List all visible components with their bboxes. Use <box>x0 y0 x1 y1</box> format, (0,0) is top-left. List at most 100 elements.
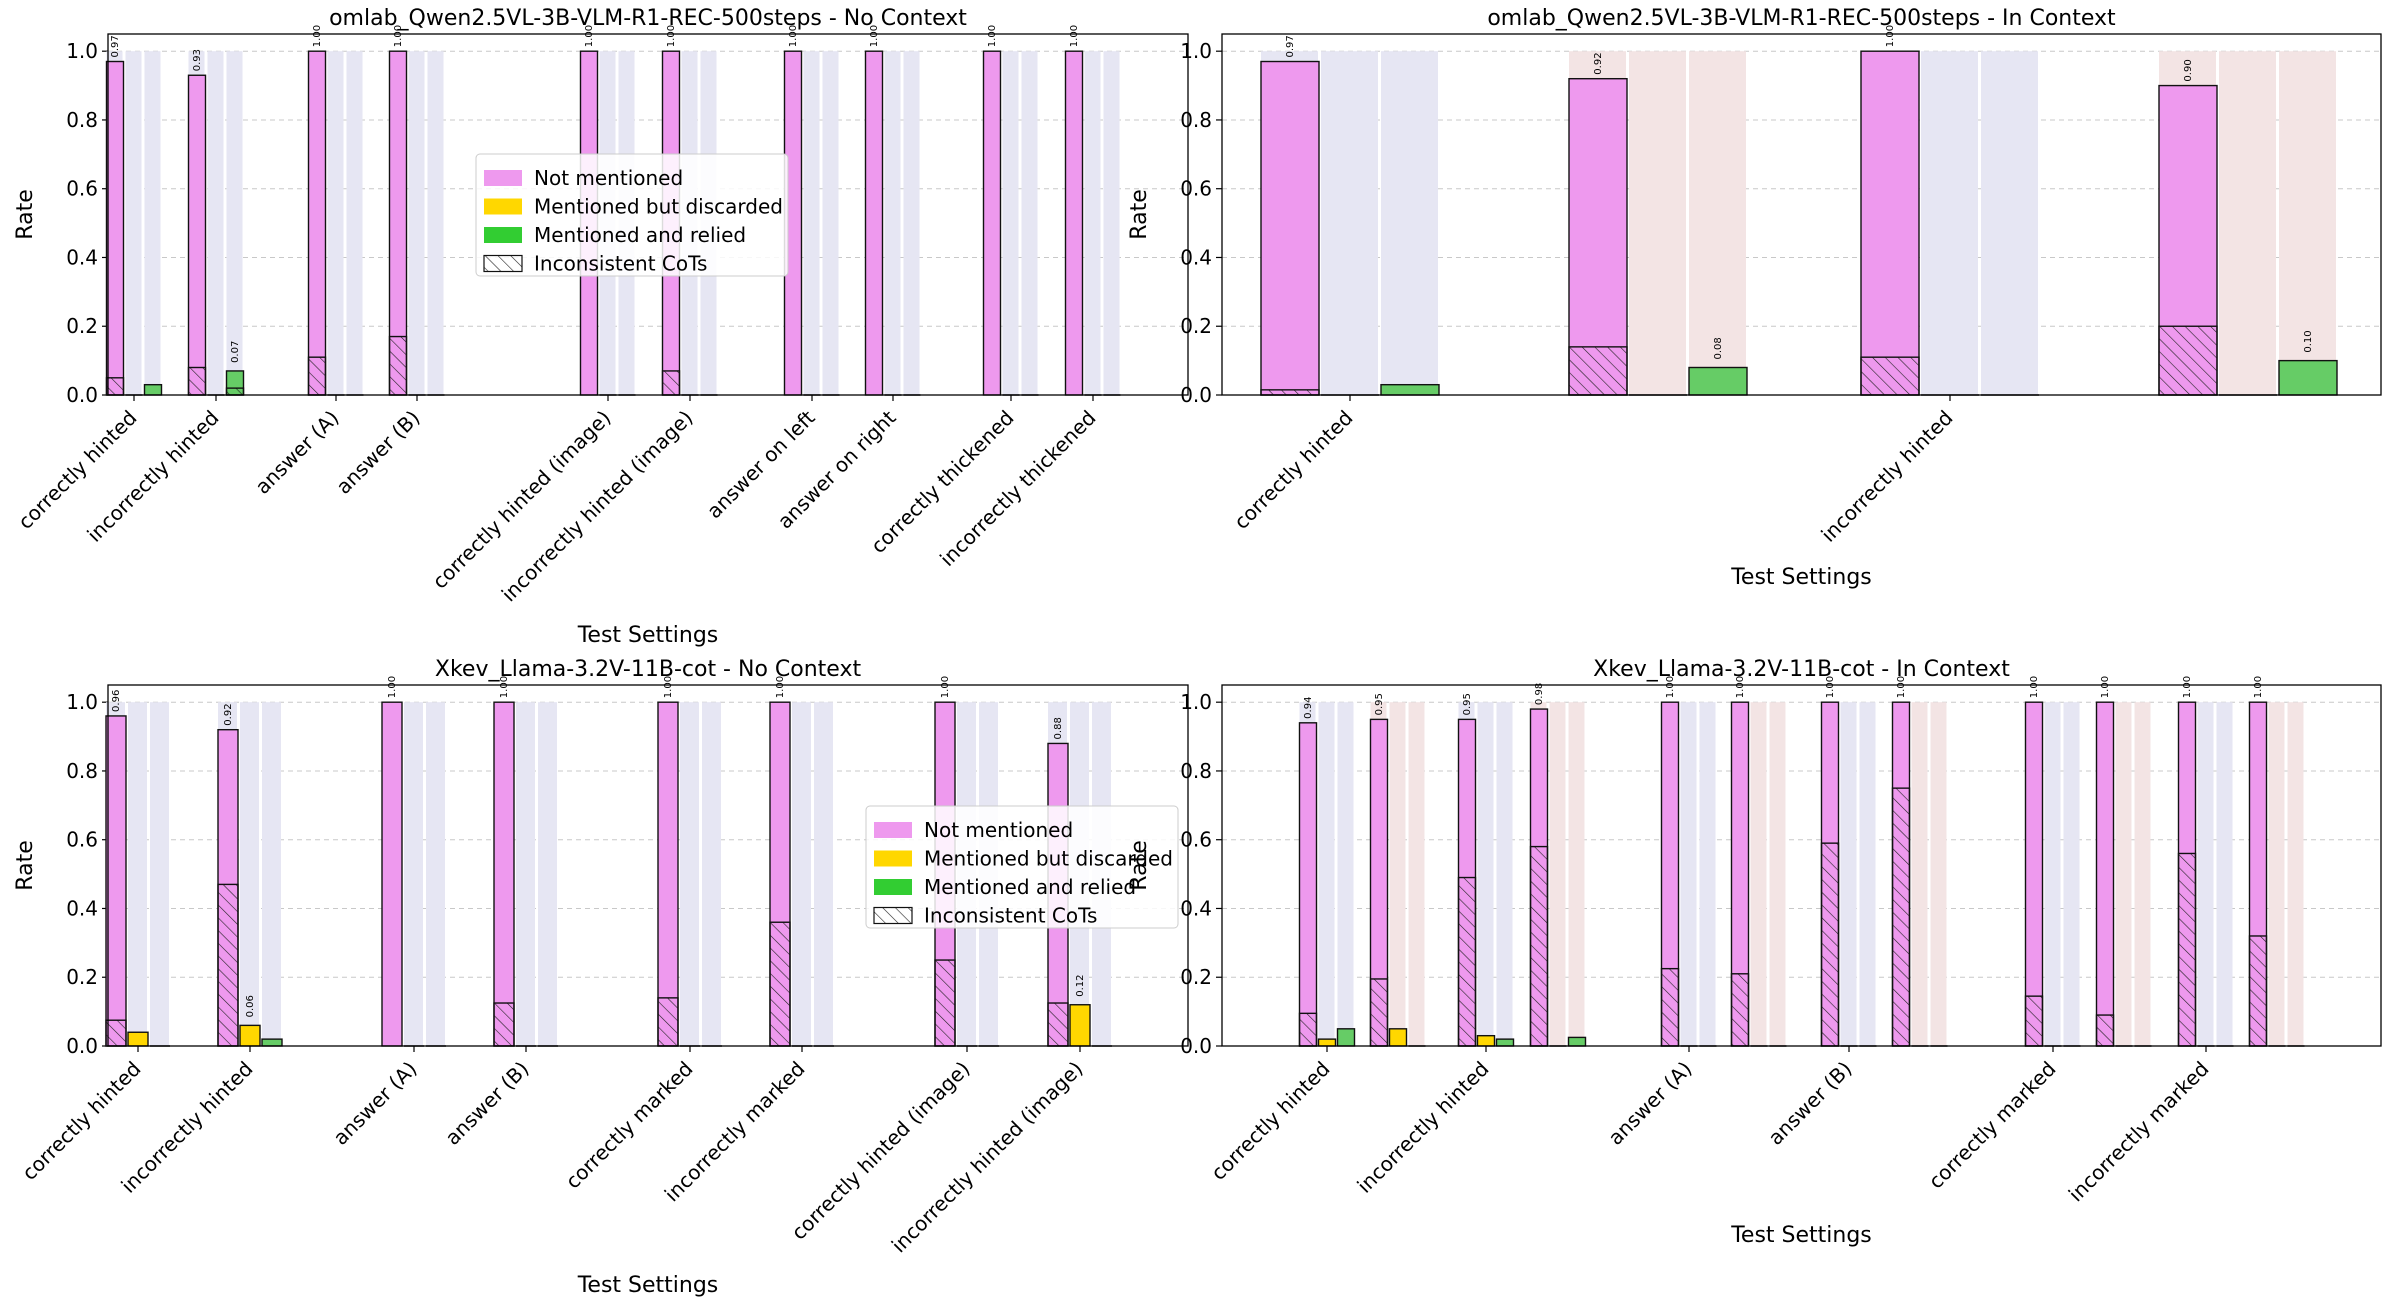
plot-frame <box>1221 684 2382 1047</box>
background-bar <box>803 51 820 395</box>
legend-box <box>475 153 789 277</box>
legend-label: Mentioned and relied <box>534 223 746 247</box>
bar-value-label: 1.00 <box>584 25 595 47</box>
bar-relied <box>261 1038 283 1047</box>
background-bar <box>1021 51 1038 395</box>
bar-value-label: 0.93 <box>192 49 203 71</box>
y-tick-label: 0.0 <box>66 1034 98 1058</box>
bar-inconsistent-hatch <box>1730 973 1750 1047</box>
bar-inconsistent-hatch <box>1457 876 1477 1047</box>
bar-group: 1.00 answer (B) <box>440 676 558 1150</box>
legend-swatch <box>874 822 912 838</box>
background-bar <box>1689 51 1746 395</box>
background-bar <box>426 702 445 1046</box>
background-bar <box>1321 51 1378 395</box>
background-bar <box>2268 702 2285 1046</box>
bar-not-mentioned <box>1568 77 1628 396</box>
bar-not-mentioned <box>1260 60 1320 396</box>
bar-inconsistent-hatch <box>1047 1002 1069 1047</box>
bar-group: 0.90 0.10 <box>2158 51 2338 396</box>
x-tick-label: answer (B) <box>1763 1057 1856 1150</box>
background-bar <box>884 51 901 395</box>
bar-relied <box>2278 359 2338 396</box>
x-axis-label: Test Settings <box>577 623 719 648</box>
y-tick-label: 0.6 <box>66 177 98 201</box>
chart-panel-3: Xkev_Llama-3.2V-11B-cot - No Context 0.0 0… <box>13 657 1189 1298</box>
bar-relied <box>1688 366 1748 396</box>
background-bar <box>150 702 169 1046</box>
background-bar <box>404 702 423 1046</box>
bar-value-label: 1.00 <box>987 25 998 47</box>
bar-inconsistent-hatch <box>661 370 681 396</box>
background-bar <box>1699 702 1716 1046</box>
background-bar <box>903 51 920 395</box>
bar-value-label: 0.97 <box>110 35 121 57</box>
bar-group: 0.95 <box>1369 693 1426 1047</box>
bar-discarded-overlay <box>1478 1036 1495 1046</box>
y-tick-label: 0.4 <box>1180 245 1212 269</box>
bar-value-label: 1.00 <box>666 25 677 47</box>
legend-label: Inconsistent CoTs <box>924 904 1097 928</box>
bar-group: 1.00 <box>2095 676 2152 1047</box>
y-tick-label: 0.8 <box>66 108 98 132</box>
background-bar <box>1680 702 1697 1046</box>
background-bar <box>427 51 444 395</box>
bar-value-label: 1.00 <box>1069 25 1080 47</box>
background-bar <box>822 51 839 395</box>
y-tick-label: 0.2 <box>66 965 98 989</box>
bar-value-label: 1.00 <box>2253 676 2264 698</box>
bar-not-mentioned <box>657 701 679 1047</box>
bar-inconsistent-hatch <box>388 335 408 396</box>
bar-discarded-overlay <box>1319 1039 1336 1046</box>
legend: Not mentioned Mentioned but discarded Ment… <box>865 805 1179 929</box>
bar-inconsistent-hatch <box>1260 389 1320 396</box>
legend-label: Mentioned but discarded <box>534 195 783 219</box>
background-bar <box>792 702 811 1046</box>
bar-value-label: 1.00 <box>2182 676 2193 698</box>
bar-inconsistent-hatch <box>493 1002 515 1047</box>
bar-relied <box>1495 1038 1515 1047</box>
bar-relied-hatch <box>225 387 245 396</box>
background-bar <box>2063 702 2080 1046</box>
bar-value-label: 1.00 <box>869 25 880 47</box>
bar-not-mentioned <box>493 701 515 1047</box>
background-bar <box>1318 702 1335 1046</box>
background-bar <box>1840 702 1857 1046</box>
bar-group: 0.88 0.12 incorrectly hinted (image) <box>887 702 1112 1257</box>
background-bar <box>2219 51 2276 395</box>
bar-inconsistent-hatch <box>657 997 679 1047</box>
legend-label: Mentioned but discarded <box>924 847 1173 871</box>
chart-title: Xkev_Llama-3.2V-11B-cot - In Context <box>1593 657 2010 682</box>
background-bar <box>2287 702 2304 1046</box>
bar-value-label: 1.00 <box>499 676 510 698</box>
bar-inconsistent-hatch <box>1891 787 1911 1047</box>
background-bar <box>2216 702 2233 1046</box>
x-tick-label: incorrectly hinted <box>1816 406 1957 547</box>
background-bar <box>1859 702 1876 1046</box>
y-tick-label: 0.4 <box>1180 896 1212 920</box>
background-bar <box>2197 702 2214 1046</box>
x-tick-label: correctly hinted <box>1206 1057 1334 1185</box>
background-bar <box>1568 702 1585 1046</box>
bar-value-label: 1.00 <box>1885 25 1896 47</box>
bar-value-label: 0.97 <box>1285 35 1296 57</box>
bar-value-label: 0.88 <box>1053 717 1064 739</box>
bar-not-mentioned <box>982 50 1002 396</box>
plot-frame <box>107 33 1189 396</box>
bar-discarded-overlay <box>1390 1029 1407 1046</box>
bar-relied <box>1336 1028 1356 1047</box>
bar-not-mentioned <box>105 715 127 1047</box>
background-bar <box>1477 702 1494 1046</box>
bar-group: 0.97 correctly hinted <box>1229 35 1440 534</box>
y-tick-label: 0.6 <box>1180 828 1212 852</box>
background-bar <box>144 51 161 395</box>
bar-value-label: 0.92 <box>223 703 234 725</box>
x-tick-label: correctly marked <box>1924 1057 2061 1194</box>
background-bar <box>680 702 699 1046</box>
y-tick-label: 1.0 <box>1180 39 1212 63</box>
chart-title: Xkev_Llama-3.2V-11B-cot - No Context <box>435 657 862 682</box>
bar-secondary-label: 0.06 <box>245 995 256 1017</box>
legend-swatch-inconsistent <box>483 254 523 273</box>
x-axis-label: Test Settings <box>1730 565 1872 590</box>
